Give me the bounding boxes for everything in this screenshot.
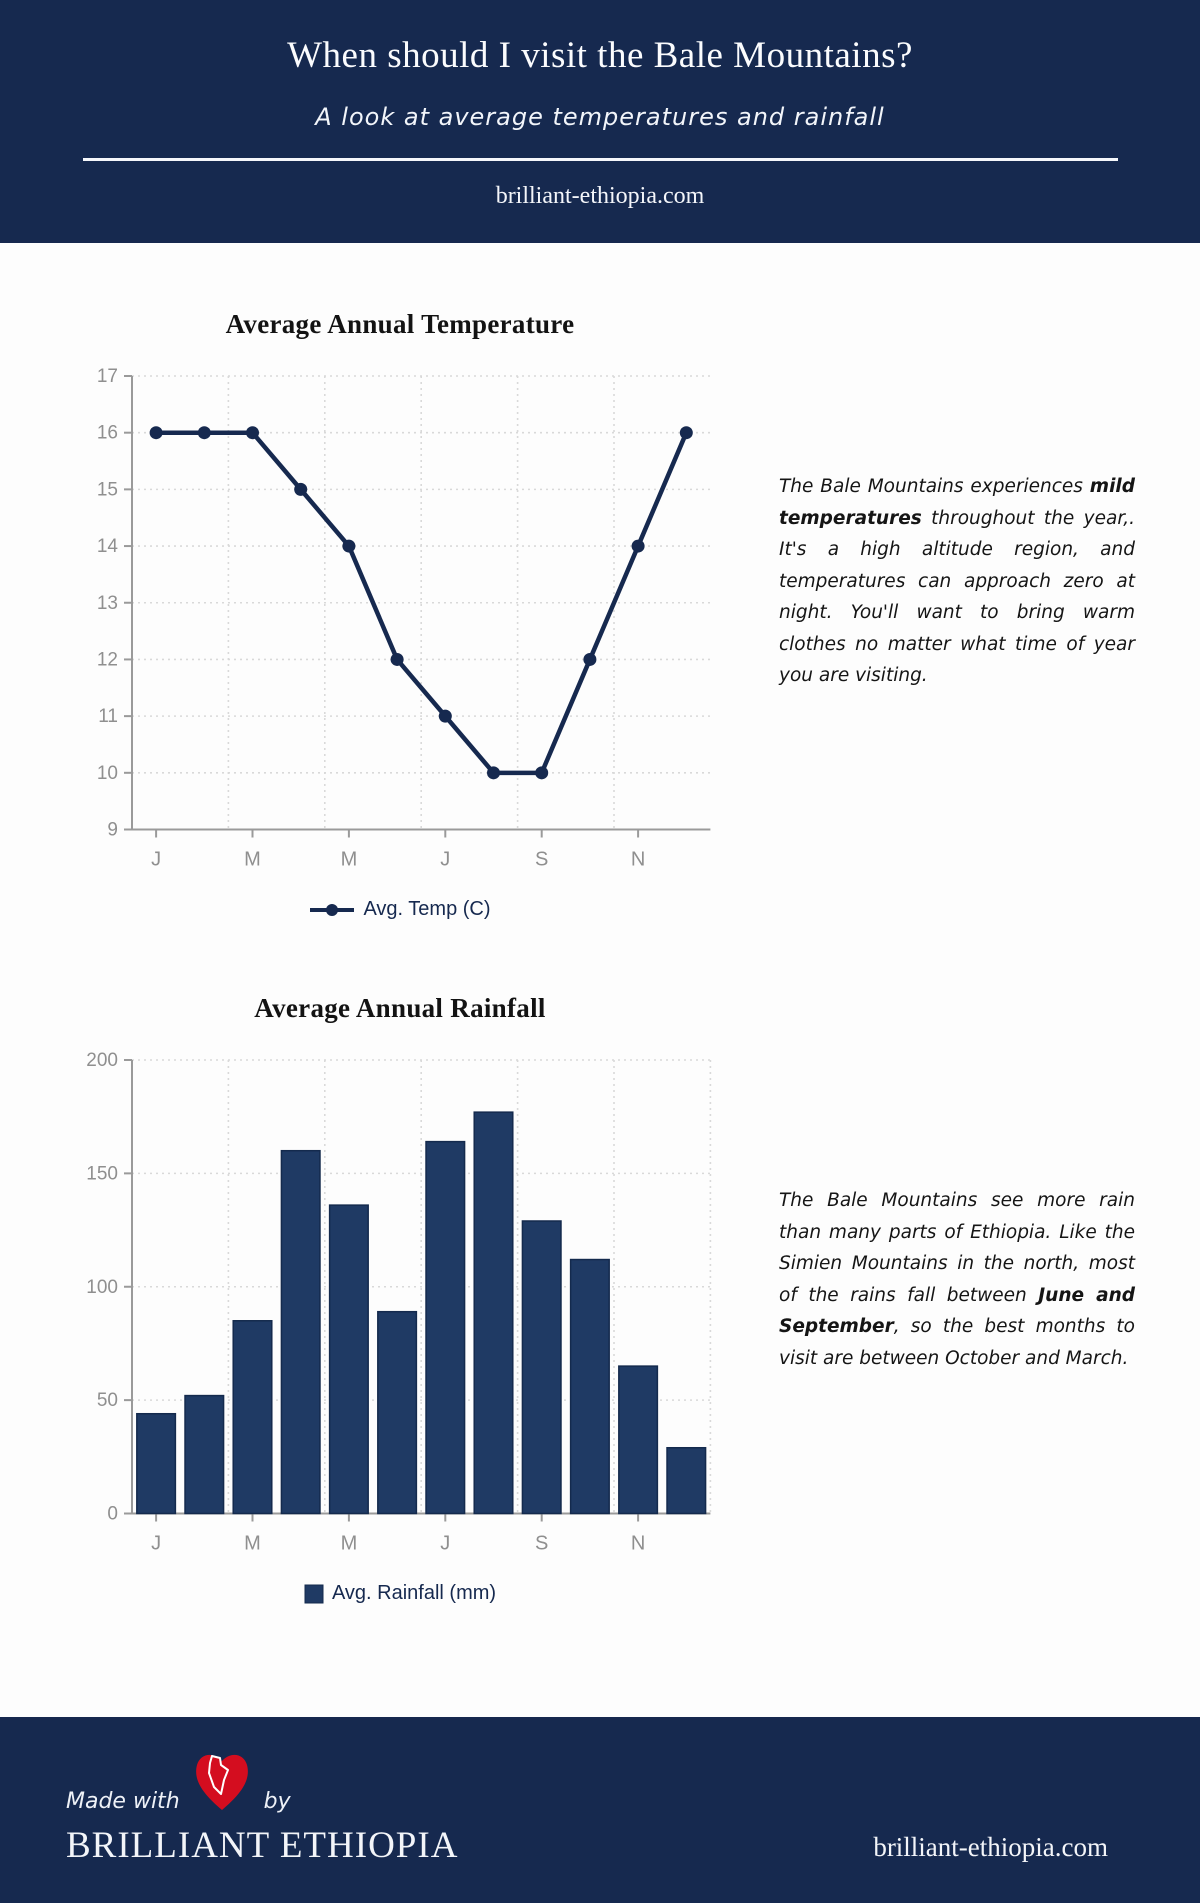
- svg-text:9: 9: [107, 820, 118, 841]
- content: Average Annual Temperature 9 10 11 12 13 14 15…: [0, 243, 1200, 1717]
- svg-text:12: 12: [97, 649, 118, 670]
- header-divider: [82, 158, 1118, 161]
- by-text: by: [263, 1789, 291, 1814]
- temperature-chart-block: Average Annual Temperature 9 10 11 12 13 14 15…: [70, 309, 730, 921]
- svg-text:10: 10: [97, 763, 118, 784]
- temperature-legend-label: Avg. Temp (C): [363, 898, 491, 920]
- svg-text:M: M: [341, 1533, 358, 1555]
- rainfall-bar-chart: 0 50 100 150 200 J M M J S N: [86, 1050, 712, 1555]
- svg-text:S: S: [535, 1533, 548, 1555]
- svg-text:100: 100: [86, 1277, 118, 1298]
- rainfall-chart-block: Average Annual Rainfall 0 50 100 150 200 J M M J…: [70, 993, 730, 1605]
- heart-africa-logo-icon: [195, 1754, 248, 1810]
- svg-text:S: S: [535, 849, 548, 871]
- temperature-note: The Bale Mountains experiences mild temp…: [779, 309, 1135, 692]
- footer-site-url: brilliant-ethiopia.com: [873, 1832, 1108, 1862]
- page-subtitle: A look at average temperatures and rainf…: [315, 103, 885, 131]
- rainfall-legend: Avg. Rainfall (mm): [70, 1582, 730, 1605]
- temperature-line-chart: 9 10 11 12 13 14 15 16 17 J M M J S N: [97, 366, 711, 871]
- svg-text:J: J: [151, 849, 161, 871]
- svg-text:16: 16: [97, 423, 118, 444]
- svg-text:0: 0: [107, 1504, 118, 1525]
- svg-text:J: J: [440, 849, 450, 871]
- rainfall-section: Average Annual Rainfall 0 50 100 150 200 J M M J…: [70, 993, 1135, 1605]
- footer-brand-block: Made with by BRILLIANT ETHIOPIA: [66, 1744, 458, 1867]
- svg-text:J: J: [151, 1533, 161, 1555]
- line-marker-icon: [310, 903, 355, 916]
- note-bold-text: mild temperatures: [779, 476, 1135, 529]
- rainfall-legend-label: Avg. Rainfall (mm): [331, 1582, 497, 1604]
- svg-text:14: 14: [97, 536, 119, 557]
- svg-text:N: N: [631, 849, 645, 871]
- temperature-chart-title: Average Annual Temperature: [225, 309, 575, 339]
- rainfall-note: The Bale Mountains see more rain than ma…: [779, 993, 1135, 1374]
- svg-text:J: J: [440, 1533, 450, 1555]
- svg-text:M: M: [244, 1533, 261, 1555]
- page-title: When should I visit the Bale Mountains?: [287, 35, 913, 76]
- brand-name: BRILLIANT ETHIOPIA: [66, 1825, 459, 1866]
- rainfall-chart-title: Average Annual Rainfall: [254, 993, 546, 1023]
- note-bold-text: June and September: [779, 1284, 1136, 1338]
- header-site-url: brilliant-ethiopia.com: [495, 183, 705, 209]
- note-text: The Bale Mountains experiences: [779, 476, 1090, 497]
- svg-text:M: M: [341, 849, 358, 871]
- svg-text:11: 11: [98, 706, 118, 727]
- svg-text:13: 13: [97, 593, 118, 614]
- temperature-legend: Avg. Temp (C): [70, 898, 730, 921]
- svg-text:N: N: [631, 1533, 645, 1555]
- svg-text:150: 150: [86, 1163, 118, 1184]
- svg-text:M: M: [244, 849, 261, 871]
- note-text: , so the best months to visit are betwee…: [779, 1316, 1135, 1369]
- footer: Made with by BRILLIANT ETHIOPIA brillian…: [0, 1717, 1200, 1903]
- svg-text:50: 50: [97, 1390, 118, 1411]
- svg-text:15: 15: [97, 479, 118, 500]
- svg-text:17: 17: [97, 366, 118, 387]
- svg-text:200: 200: [86, 1050, 118, 1071]
- header: When should I visit the Bale Mountains? …: [0, 0, 1200, 243]
- made-with-row: Made with by: [66, 1744, 458, 1818]
- note-text: throughout the year,. It's a high altitu…: [779, 507, 1135, 687]
- note-text: The Bale Mountains see more rain than ma…: [779, 1190, 1135, 1306]
- temperature-section: Average Annual Temperature 9 10 11 12 13 14 15…: [70, 309, 1135, 921]
- bar-swatch-icon: [304, 1584, 324, 1603]
- made-with-text: Made with: [66, 1789, 180, 1814]
